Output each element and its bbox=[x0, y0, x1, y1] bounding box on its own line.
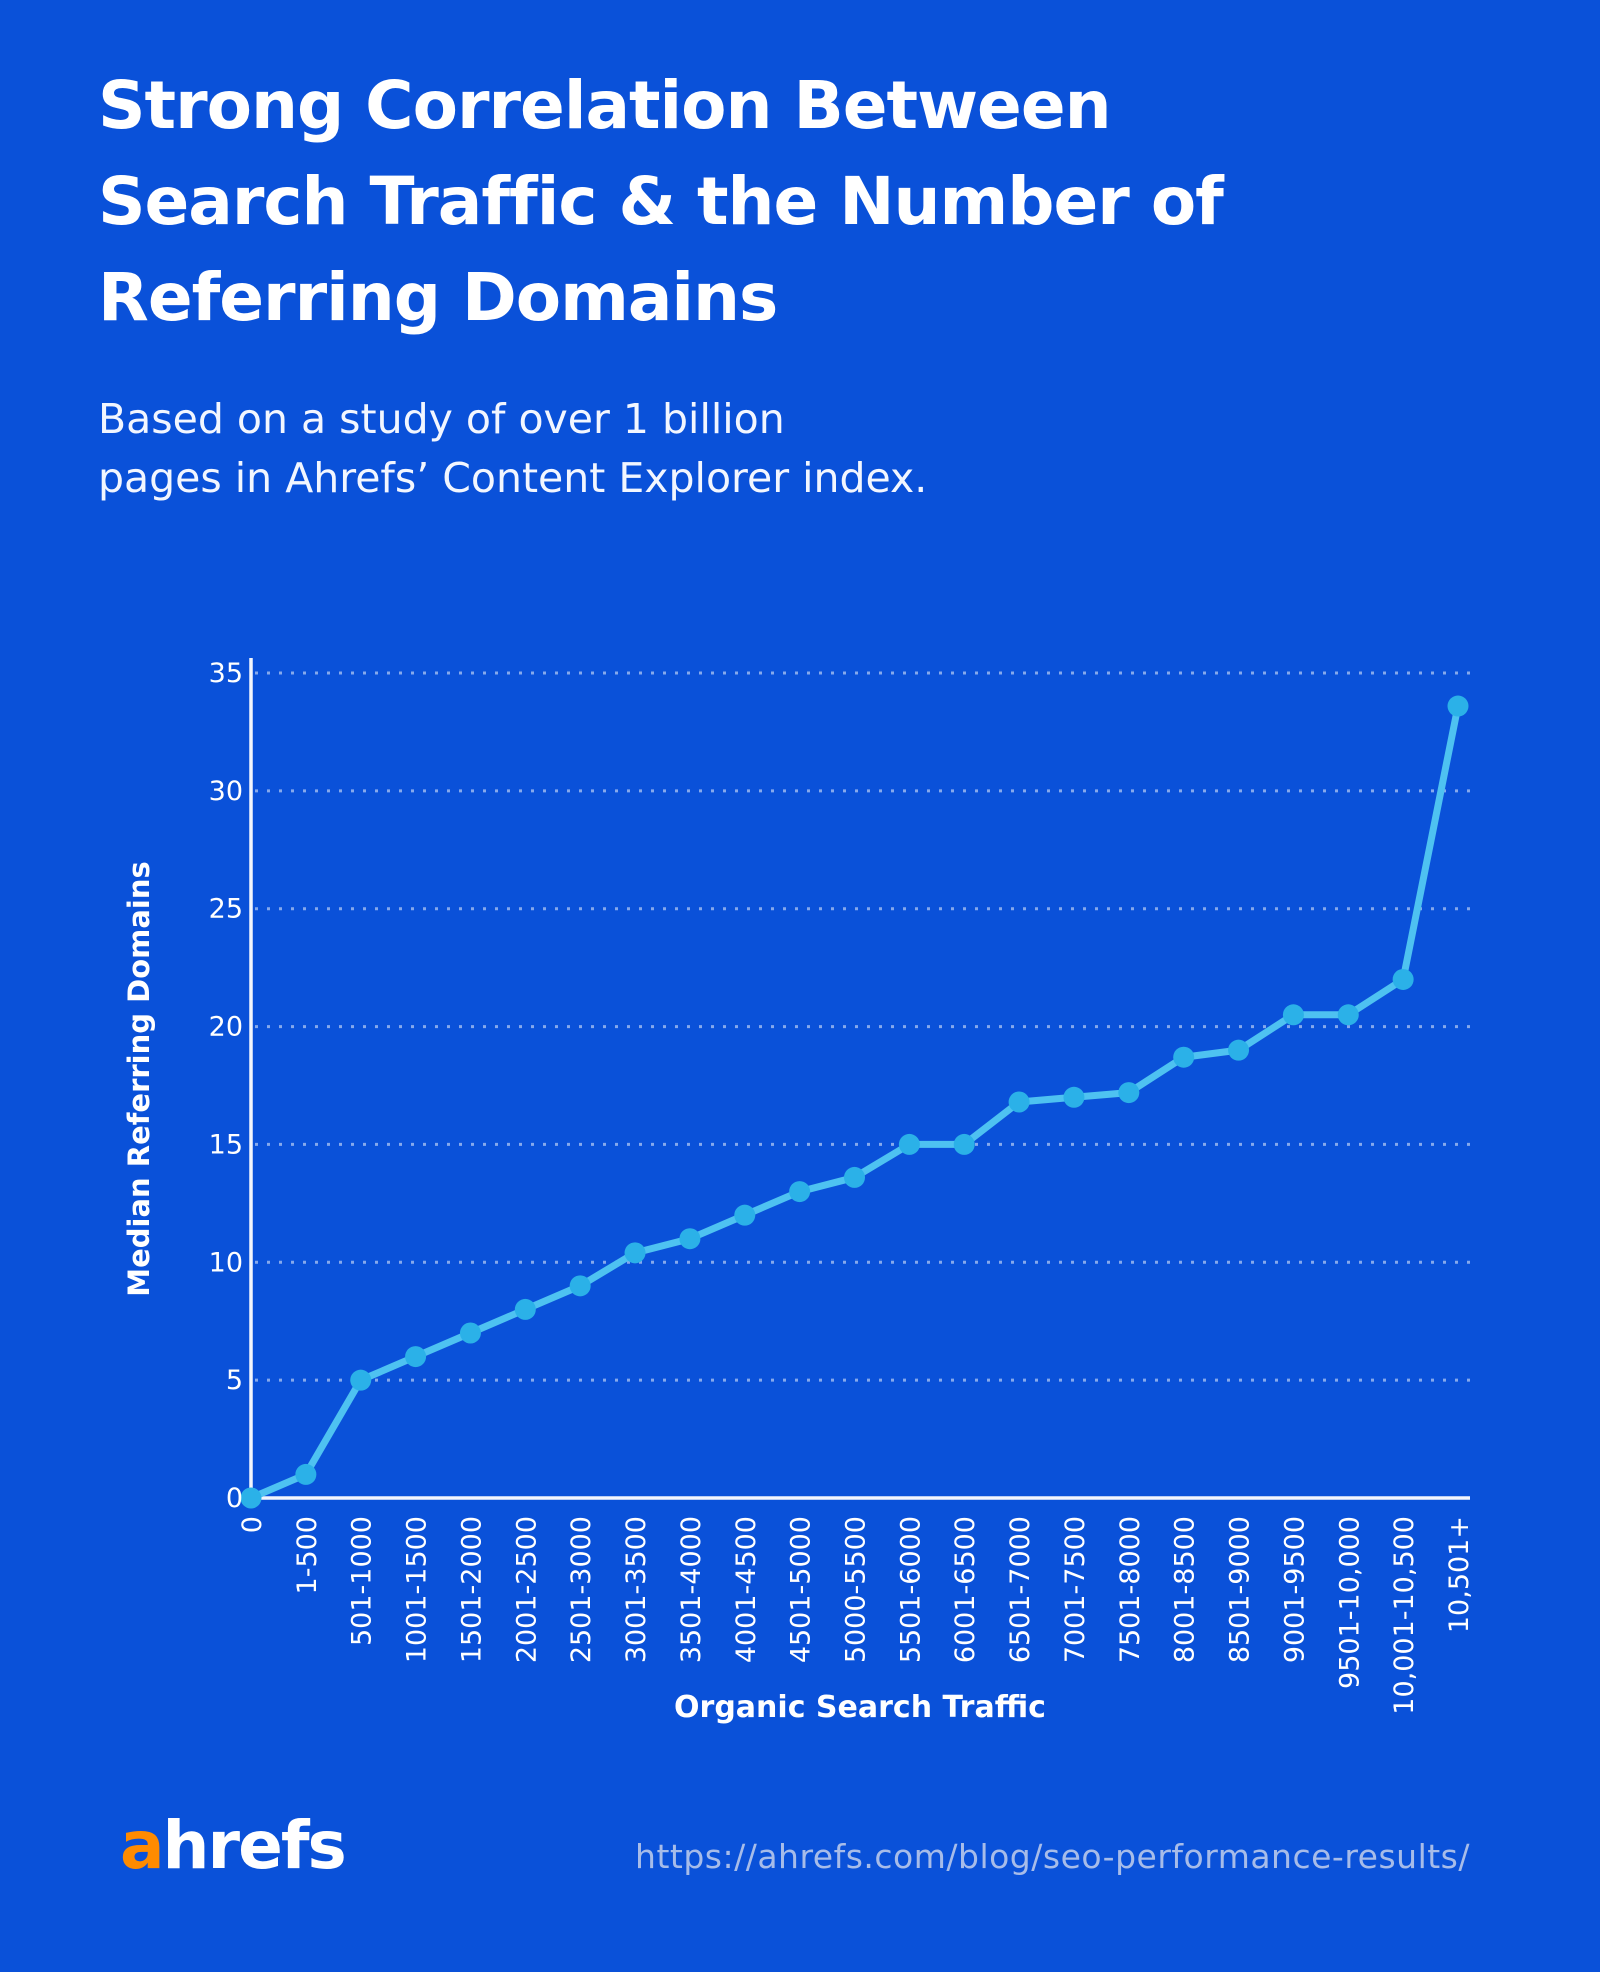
data-point bbox=[295, 1463, 317, 1485]
title-line-1: Strong Correlation Between bbox=[98, 67, 1112, 144]
x-tick-label: 5000-5500 bbox=[840, 1516, 871, 1663]
ahrefs-logo: ahrefs bbox=[120, 1806, 347, 1886]
x-tick-label: 3001-3500 bbox=[621, 1516, 652, 1663]
x-tick-label: 6501-7000 bbox=[1005, 1516, 1036, 1663]
x-tick-label: 1-500 bbox=[292, 1516, 323, 1594]
y-tick-label: 20 bbox=[209, 1012, 243, 1043]
logo-letters-hrefs: hrefs bbox=[162, 1807, 347, 1884]
x-tick-label: 7001-7500 bbox=[1060, 1516, 1091, 1663]
data-point bbox=[734, 1204, 756, 1226]
x-tick-label: 10,001-10,500 bbox=[1389, 1516, 1420, 1715]
y-tick-label: 15 bbox=[209, 1129, 243, 1160]
x-tick-label: 9001-9500 bbox=[1279, 1516, 1310, 1663]
data-point bbox=[1282, 1004, 1304, 1026]
data-point bbox=[1063, 1086, 1085, 1108]
data-point bbox=[1228, 1039, 1250, 1061]
y-tick-label: 0 bbox=[226, 1483, 243, 1514]
subtitle-line-2: pages in Ahrefs’ Content Explorer index. bbox=[98, 454, 928, 502]
data-point bbox=[1118, 1082, 1140, 1104]
x-tick-label: 4001-4500 bbox=[731, 1516, 762, 1663]
data-point bbox=[405, 1346, 427, 1368]
x-tick-label: 0 bbox=[237, 1516, 268, 1533]
data-point bbox=[514, 1298, 536, 1320]
data-point bbox=[1173, 1046, 1195, 1068]
x-tick-label: 1001-1500 bbox=[402, 1516, 433, 1663]
subtitle-line-1: Based on a study of over 1 billion bbox=[98, 395, 785, 443]
title-line-3: Referring Domains bbox=[98, 259, 778, 336]
y-tick-label: 10 bbox=[209, 1247, 243, 1278]
data-point bbox=[459, 1322, 481, 1344]
x-axis-title: Organic Search Traffic bbox=[674, 1690, 1046, 1725]
x-tick-label: 501-1000 bbox=[347, 1516, 378, 1646]
title-line-2: Search Traffic & the Number of bbox=[98, 163, 1224, 240]
data-point bbox=[953, 1133, 975, 1155]
data-point bbox=[1337, 1004, 1359, 1026]
x-tick-label: 9501-10,000 bbox=[1334, 1516, 1365, 1689]
data-point bbox=[1447, 695, 1469, 717]
x-tick-label: 5501-6000 bbox=[895, 1516, 926, 1663]
x-tick-label: 8501-9000 bbox=[1225, 1516, 1256, 1663]
data-point bbox=[624, 1242, 646, 1264]
y-axis-title: Median Referring Domains bbox=[122, 861, 156, 1297]
header: Strong Correlation Between Search Traffi… bbox=[98, 58, 1358, 508]
x-tick-label: 2001-2500 bbox=[511, 1516, 542, 1663]
x-tick-label: 8001-8500 bbox=[1170, 1516, 1201, 1663]
page-title: Strong Correlation Between Search Traffi… bbox=[98, 58, 1358, 346]
source-url: https://ahrefs.com/blog/seo-performance-… bbox=[635, 1837, 1470, 1876]
y-tick-label: 25 bbox=[209, 894, 243, 925]
x-tick-label: 3501-4000 bbox=[676, 1516, 707, 1663]
page-subtitle: Based on a study of over 1 billion pages… bbox=[98, 390, 1358, 508]
data-point bbox=[1392, 968, 1414, 990]
data-point bbox=[240, 1487, 262, 1509]
x-tick-label: 10,501+ bbox=[1444, 1516, 1475, 1633]
y-tick-label: 30 bbox=[209, 776, 243, 807]
footer: ahrefs https://ahrefs.com/blog/seo-perfo… bbox=[120, 1806, 1470, 1886]
x-tick-label: 7501-8000 bbox=[1115, 1516, 1146, 1663]
data-point bbox=[1008, 1091, 1030, 1113]
logo-letter-a: a bbox=[120, 1807, 165, 1884]
y-tick-label: 5 bbox=[226, 1365, 243, 1396]
x-tick-label: 4501-5000 bbox=[786, 1516, 817, 1663]
data-point bbox=[679, 1228, 701, 1250]
data-point bbox=[569, 1275, 591, 1297]
x-tick-label: 6001-6500 bbox=[950, 1516, 981, 1663]
x-tick-label: 1501-2000 bbox=[456, 1516, 487, 1663]
y-tick-label: 35 bbox=[209, 658, 243, 689]
data-point bbox=[789, 1181, 811, 1203]
data-point bbox=[350, 1369, 372, 1391]
x-tick-label: 2501-3000 bbox=[566, 1516, 597, 1663]
data-point bbox=[843, 1166, 865, 1188]
data-point bbox=[898, 1133, 920, 1155]
